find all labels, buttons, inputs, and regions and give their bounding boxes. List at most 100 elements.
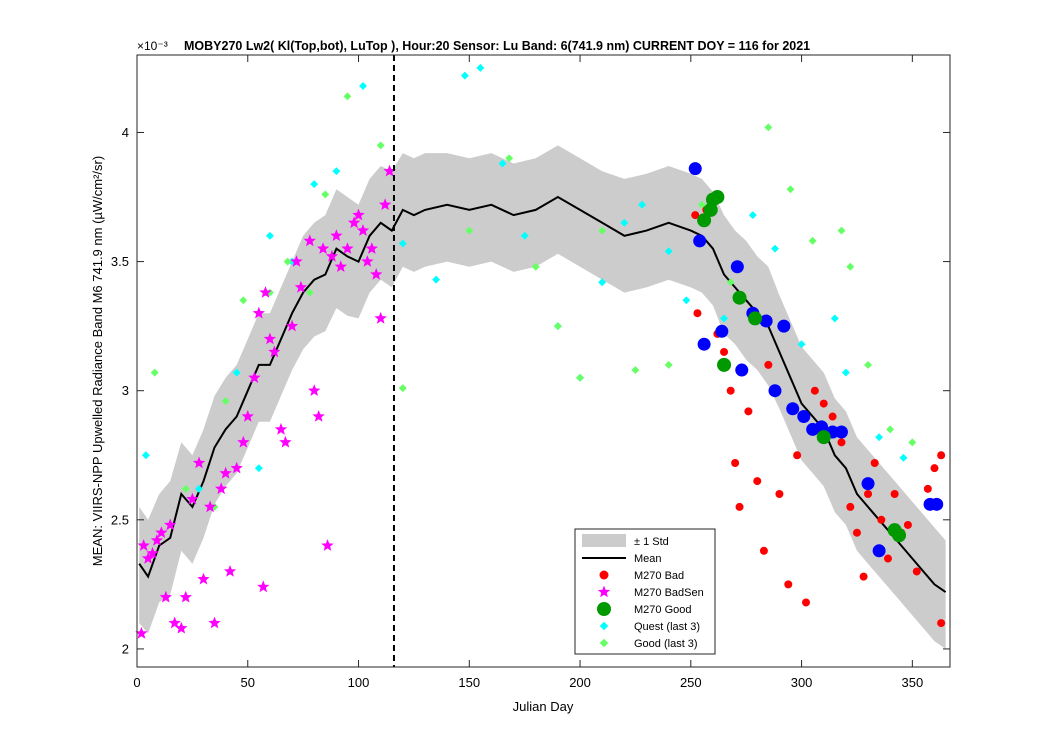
mean-line [138,195,947,593]
legend-swatch-good3 [599,638,609,648]
quest-point [664,247,673,256]
blue-point [697,337,711,351]
bad-point [846,502,855,511]
badsen-point [370,268,383,280]
badsen-point [374,311,387,324]
good3-point [343,92,352,101]
quest-point [682,296,691,305]
plot-frame [136,54,951,668]
bad-point [753,477,762,486]
quest-point [195,484,203,493]
x-tick-label: 300 [791,675,813,690]
legend-label-quest: Quest (last 3) [634,621,700,633]
quest-point [359,82,367,90]
badsen-point [137,539,150,551]
y-axis-ticks: 2 2.5 3 3.5 4 [111,125,950,656]
mean-line-layer [138,195,947,593]
badsen-point [308,384,321,396]
x-axis-ticks: 0 50 100 150 200 250 300 350 [133,55,923,690]
x-tick-label: 100 [348,675,370,690]
quest-point [638,200,647,209]
badsen-point [197,572,210,585]
bad-point [828,412,837,421]
good3-point [465,226,474,235]
blue-point [735,363,749,377]
badsen-point [378,198,392,210]
bad-point [923,484,932,493]
badsen-point [285,319,299,332]
bad-point [937,619,946,628]
blue-point [786,402,800,416]
bad-point [877,515,886,524]
good3-point [837,226,846,235]
legend-label-std: ± 1 Std [634,536,669,548]
blue-point [768,384,782,398]
badsen-point [330,229,343,241]
bad-point [735,502,744,511]
badsen-point [347,216,361,229]
bad-point [930,464,939,473]
y-tick-label: 4 [122,125,129,140]
y-tick-label: 3.5 [111,254,129,269]
badsen-point [168,616,181,629]
badsen-point [259,286,272,298]
x-tick-label: 0 [133,675,140,690]
good3-point [321,190,330,199]
bad-point [870,459,879,467]
good3-point [305,288,314,297]
bad-point [864,489,873,498]
badsen-point [135,626,148,639]
blue-point [688,162,702,176]
blue-point [777,319,791,333]
blue-point [815,420,829,434]
badsen-point [365,242,378,254]
blue-point [872,544,886,558]
x-tick-label: 250 [680,675,702,690]
badsen-point [141,552,155,564]
bad-point [784,580,793,589]
quest-point [830,314,839,323]
legend-label-good: M270 Good [634,604,691,616]
bad-point [852,528,861,537]
quest-point [432,275,441,284]
quest-point [620,218,629,227]
badsen-point [361,255,374,267]
badsen-point [334,260,347,272]
blue-point [759,314,773,328]
badsen-point [312,410,325,422]
y-tick-label: 2.5 [111,512,129,527]
quest-point [498,159,507,168]
badsen-point [146,546,159,559]
badsen-point [352,208,365,221]
x-tick-label: 50 [241,675,255,690]
legend-swatch-good [597,602,611,616]
bad-point [802,598,811,607]
good3-point [576,373,585,382]
blue-point [930,497,944,511]
y-tick-label: 2 [122,641,129,656]
bad-point [810,386,819,395]
legend-swatch-quest [599,621,609,631]
blue-point [693,234,707,248]
bad-point [883,554,892,563]
bad-point [720,347,729,356]
x-axis-label: Julian Day [513,699,574,714]
badsen-point [230,461,243,474]
badsen-point [356,224,370,236]
badsen-point [303,234,316,247]
badsen-point [252,306,265,319]
good-point [816,430,831,445]
badsen-point [294,280,308,293]
badsen-point [279,435,292,448]
x-tick-label: 350 [901,675,923,690]
good3-point [908,438,917,447]
badsen-point [383,164,396,177]
good3-point [398,384,407,393]
bad-point [775,489,784,498]
badsen-point [290,255,303,267]
good-point [748,311,763,326]
quest-point [332,167,341,176]
legend-box [574,528,716,655]
badsen-point [150,534,164,546]
quest-point [254,464,263,473]
